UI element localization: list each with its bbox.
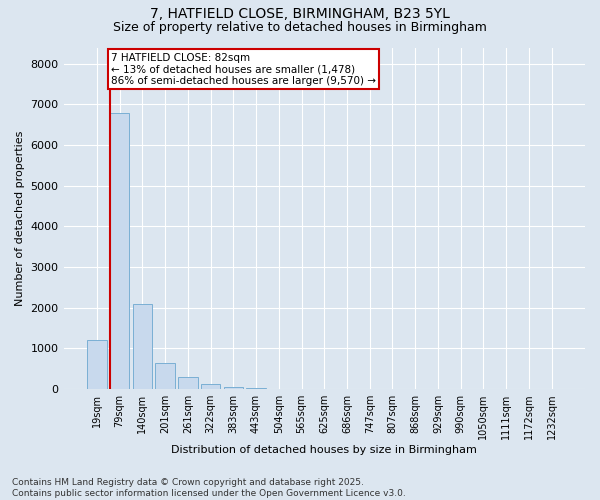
X-axis label: Distribution of detached houses by size in Birmingham: Distribution of detached houses by size … [172, 445, 477, 455]
Text: 7 HATFIELD CLOSE: 82sqm
← 13% of detached houses are smaller (1,478)
86% of semi: 7 HATFIELD CLOSE: 82sqm ← 13% of detache… [111, 52, 376, 86]
Bar [155, 362, 175, 389]
Bar [201, 384, 220, 389]
Bar [178, 377, 197, 389]
Bar [224, 387, 243, 389]
Bar [133, 304, 152, 389]
Bar [247, 388, 266, 389]
Text: 7, HATFIELD CLOSE, BIRMINGHAM, B23 5YL: 7, HATFIELD CLOSE, BIRMINGHAM, B23 5YL [150, 8, 450, 22]
Text: Contains HM Land Registry data © Crown copyright and database right 2025.
Contai: Contains HM Land Registry data © Crown c… [12, 478, 406, 498]
Y-axis label: Number of detached properties: Number of detached properties [15, 130, 25, 306]
Text: Size of property relative to detached houses in Birmingham: Size of property relative to detached ho… [113, 21, 487, 34]
Bar [110, 112, 130, 389]
Bar [87, 340, 107, 389]
